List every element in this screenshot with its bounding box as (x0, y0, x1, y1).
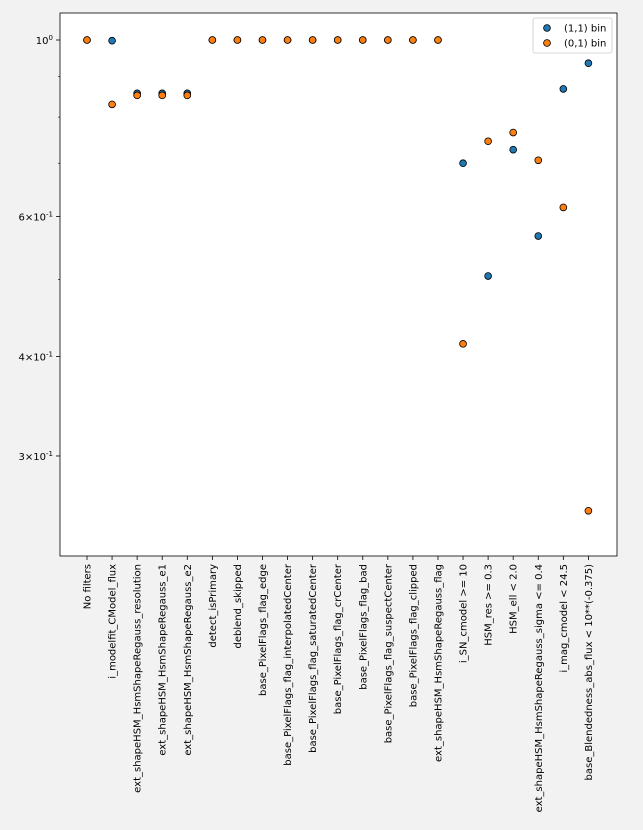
x-tick-label: base_PixelFlags_flag_interpolatedCenter (283, 563, 294, 766)
data-point-series-1 (484, 137, 492, 146)
data-point-series-1 (283, 36, 292, 44)
data-point-series-0 (534, 232, 543, 240)
x-tick-label: ext_shapeHSM_HsmShapeRegauss_resolution (133, 564, 144, 793)
data-point-series-1 (108, 100, 116, 109)
data-point-series-1 (384, 36, 392, 44)
data-point-series-1 (459, 340, 467, 348)
data-point-series-1 (409, 36, 417, 44)
legend: (1,1) bin (0,1) bin (532, 17, 613, 54)
x-tick-label: i_modelfit_CModel_flux (108, 564, 119, 679)
data-point-series-1 (559, 203, 568, 212)
data-point-series-1 (434, 36, 442, 44)
data-point-series-0 (559, 85, 568, 93)
x-tick-label: No filters (83, 564, 94, 609)
data-point-series-1 (83, 36, 91, 44)
x-tick-label: base_PixelFlags_flag_bad (358, 564, 369, 690)
data-point-series-1 (133, 91, 141, 100)
data-point-series-0 (509, 145, 517, 154)
y-tick-label: 3×10-1 (19, 450, 53, 463)
x-tick-label: base_Blendedness_abs_flux < 10**(-0.375) (584, 564, 595, 781)
legend-label: (1,1) bin (564, 24, 606, 35)
data-point-series-1 (509, 128, 517, 137)
x-tick-label: base_PixelFlags_flag_suspectCenter (383, 563, 394, 743)
legend-marker (543, 24, 551, 32)
x-tick-label: ext_shapeHSM_HsmShapeRegauss_e1 (158, 564, 169, 756)
data-point-series-0 (108, 36, 116, 45)
data-point-series-1 (333, 36, 342, 44)
data-point-series-1 (183, 91, 192, 100)
x-tick-label: base_PixelFlags_flag_saturatedCenter (308, 563, 319, 753)
y-tick-label: 6×10-1 (19, 210, 53, 223)
data-points (83, 36, 593, 515)
x-tick-label: ext_shapeHSM_HsmShapeRegauss_flag (433, 564, 444, 762)
data-point-series-0 (484, 272, 492, 280)
data-point-series-1 (358, 36, 367, 44)
legend-marker (543, 39, 551, 47)
x-tick-label: base_PixelFlags_flag_edge (258, 564, 269, 696)
x-tick-label: i_mag_cmodel < 24.5 (559, 564, 570, 673)
data-point-series-0 (584, 59, 593, 68)
data-point-series-1 (233, 36, 242, 44)
x-tick-label: ext_shapeHSM_HsmShapeRegauss_e2 (183, 564, 194, 756)
data-point-series-1 (208, 36, 217, 44)
x-tick-label: HSM_ell < 2.0 (509, 564, 520, 634)
legend-label: (0,1) bin (564, 39, 606, 50)
data-point-series-1 (258, 36, 267, 44)
x-tick-label: detect_isPrimary (208, 564, 219, 648)
x-axis: No filters i_modelfit_CModel_flux ext_shap… (83, 556, 595, 812)
x-tick-label: HSM_res >= 0.3 (484, 564, 495, 646)
y-tick-label: 4×10-1 (19, 351, 53, 364)
data-point-series-1 (308, 36, 317, 44)
x-tick-label: base_PixelFlags_flag_clipped (408, 564, 419, 707)
x-tick-label: base_PixelFlags_flag_crCenter (333, 563, 344, 714)
x-tick-label: deblend_skipped (233, 564, 244, 648)
x-tick-label: ext_shapeHSM_HsmShapeRegauss_sigma <= 0.… (534, 564, 545, 812)
data-point-series-1 (534, 156, 543, 165)
data-point-series-1 (158, 91, 167, 100)
data-point-series-0 (459, 159, 467, 168)
x-tick-label: i_SN_cmodel >= 10 (459, 564, 470, 663)
legend-box (532, 17, 613, 54)
data-point-series-1 (584, 506, 593, 515)
plot-area (59, 12, 618, 557)
